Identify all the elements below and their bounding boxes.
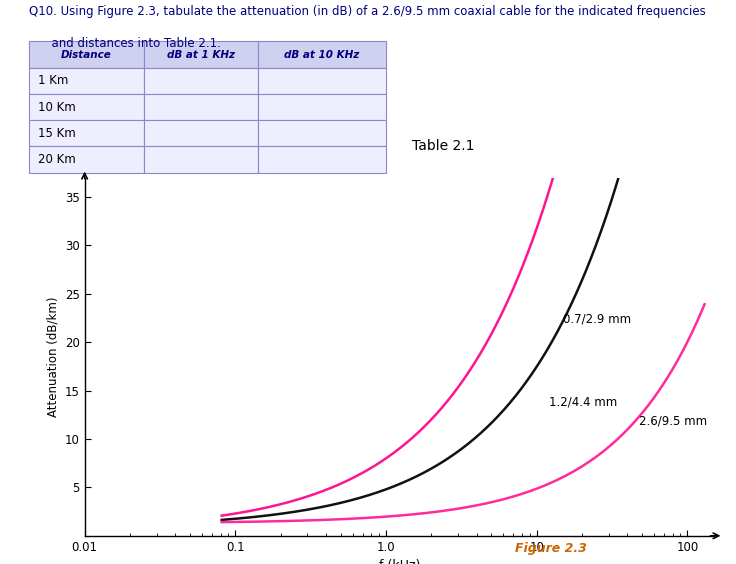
Bar: [29, 68, 144, 94]
Bar: [29, 41, 144, 68]
Bar: [144, 68, 258, 94]
Bar: [258, 68, 386, 94]
Bar: [29, 120, 144, 147]
Bar: [144, 120, 258, 147]
Y-axis label: Attenuation (dB/km): Attenuation (dB/km): [46, 297, 60, 417]
Text: 1 Km: 1 Km: [38, 74, 68, 87]
Bar: [144, 94, 258, 120]
Bar: [258, 147, 386, 173]
Text: 1.2/4.4 mm: 1.2/4.4 mm: [548, 395, 617, 408]
X-axis label: f (kHz): f (kHz): [378, 559, 420, 564]
Bar: [144, 147, 258, 173]
Text: 20 Km: 20 Km: [38, 153, 76, 166]
Bar: [258, 94, 386, 120]
Text: dB at 1 KHz: dB at 1 KHz: [166, 50, 235, 60]
Text: 2.6/9.5 mm: 2.6/9.5 mm: [640, 415, 707, 428]
Bar: [29, 147, 144, 173]
Text: Table 2.1: Table 2.1: [412, 139, 475, 153]
Bar: [258, 41, 386, 68]
Bar: [258, 120, 386, 147]
Text: and distances into Table 2.1.: and distances into Table 2.1.: [29, 37, 222, 50]
Text: 10 Km: 10 Km: [38, 100, 76, 113]
Text: dB at 10 KHz: dB at 10 KHz: [284, 50, 360, 60]
Bar: [29, 94, 144, 120]
Text: Q10. Using Figure 2.3, tabulate the attenuation (in dB) of a 2.6/9.5 mm coaxial : Q10. Using Figure 2.3, tabulate the atte…: [29, 5, 706, 18]
Text: 15 Km: 15 Km: [38, 127, 76, 140]
Bar: [144, 41, 258, 68]
Text: 0.7/2.9 mm: 0.7/2.9 mm: [563, 313, 631, 326]
Text: Distance: Distance: [61, 50, 112, 60]
Text: Figure 2.3: Figure 2.3: [515, 541, 587, 554]
